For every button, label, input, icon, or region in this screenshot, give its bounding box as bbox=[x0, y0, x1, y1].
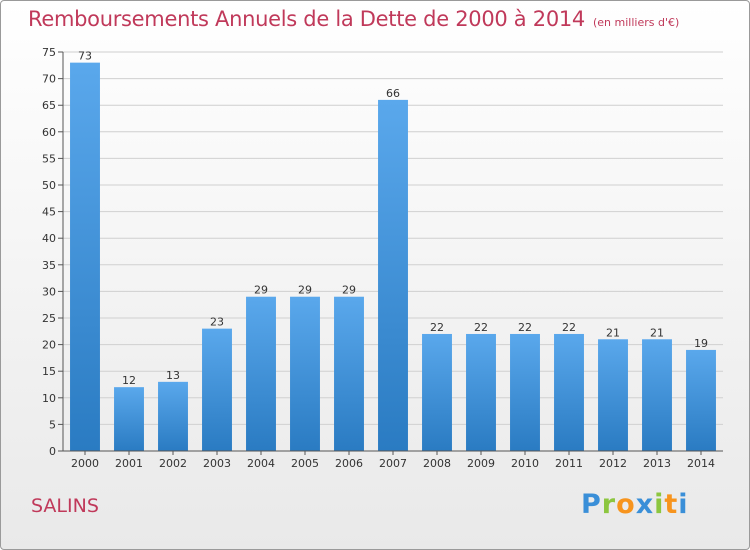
bar bbox=[422, 333, 452, 451]
x-tick-label: 2007 bbox=[379, 457, 407, 470]
bar bbox=[378, 99, 408, 451]
x-tick-label: 2006 bbox=[335, 457, 363, 470]
x-tick-label: 2003 bbox=[203, 457, 231, 470]
title-text: Remboursements Annuels de la Dette de 20… bbox=[28, 7, 585, 31]
y-tick-label: 55 bbox=[42, 152, 56, 165]
x-tick-label: 2011 bbox=[555, 457, 583, 470]
x-tick-label: 2004 bbox=[247, 457, 275, 470]
value-label: 29 bbox=[298, 284, 312, 297]
y-tick-label: 30 bbox=[42, 285, 56, 298]
x-tick-label: 2005 bbox=[291, 457, 319, 470]
value-label: 13 bbox=[166, 369, 180, 382]
bar bbox=[554, 333, 584, 451]
y-tick-label: 60 bbox=[42, 126, 56, 139]
x-tick-label: 2014 bbox=[687, 457, 715, 470]
value-label: 22 bbox=[562, 321, 576, 334]
y-tick-label: 70 bbox=[42, 73, 56, 86]
y-tick-label: 0 bbox=[49, 445, 56, 458]
y-tick-label: 40 bbox=[42, 232, 56, 245]
value-label: 22 bbox=[518, 321, 532, 334]
y-tick-label: 50 bbox=[42, 179, 56, 192]
value-label: 12 bbox=[122, 374, 136, 387]
value-label: 21 bbox=[606, 326, 620, 339]
bar bbox=[642, 339, 672, 451]
proxiti-logo[interactable]: Proxiti bbox=[581, 489, 689, 520]
y-tick-label: 15 bbox=[42, 365, 56, 378]
logo-letter: i bbox=[678, 489, 689, 520]
bar bbox=[158, 381, 188, 451]
x-tick-label: 2012 bbox=[599, 457, 627, 470]
logo-letter: x bbox=[635, 489, 655, 520]
y-tick-label: 20 bbox=[42, 339, 56, 352]
x-tick-label: 2010 bbox=[511, 457, 539, 470]
value-label: 19 bbox=[694, 337, 708, 350]
logo-letter: i bbox=[654, 489, 665, 520]
bar bbox=[466, 333, 496, 451]
bar bbox=[334, 296, 364, 451]
x-tick-label: 2001 bbox=[115, 457, 143, 470]
bars: 73 12 13 23 29 29 29 66 22 22 22 22 21 21 19 bbox=[70, 50, 716, 451]
axes: 0 5 10 15 20 25 30 35 40 45 50 55 60 65 70 75 2000 2001 20… bbox=[42, 46, 723, 470]
town-name: SALINS bbox=[31, 495, 99, 517]
logo-letter: P bbox=[581, 489, 602, 520]
value-label: 66 bbox=[386, 87, 400, 100]
bar bbox=[686, 349, 716, 451]
value-label: 29 bbox=[254, 284, 268, 297]
value-label: 29 bbox=[342, 284, 356, 297]
bar bbox=[510, 333, 540, 451]
unit-label: (en milliers d'€) bbox=[593, 16, 680, 29]
chart-title: Remboursements Annuels de la Dette de 20… bbox=[28, 7, 679, 31]
value-label: 22 bbox=[474, 321, 488, 334]
x-tick-label: 2008 bbox=[423, 457, 451, 470]
bar bbox=[70, 62, 100, 451]
logo-letter: o bbox=[616, 489, 636, 520]
x-tick-label: 2009 bbox=[467, 457, 495, 470]
y-tick-label: 25 bbox=[42, 312, 56, 325]
y-tick-label: 65 bbox=[42, 99, 56, 112]
bar bbox=[290, 296, 320, 451]
bar bbox=[202, 328, 232, 451]
bar bbox=[246, 296, 276, 451]
logo-letter: t bbox=[664, 489, 679, 520]
y-tick-label: 10 bbox=[42, 392, 56, 405]
x-tick-label: 2013 bbox=[643, 457, 671, 470]
value-label: 22 bbox=[430, 321, 444, 334]
bar bbox=[114, 387, 144, 451]
value-label: 73 bbox=[78, 50, 92, 63]
x-tick-label: 2000 bbox=[71, 457, 99, 470]
bar bbox=[598, 339, 628, 451]
y-tick-label: 5 bbox=[49, 418, 56, 431]
y-tick-label: 35 bbox=[42, 259, 56, 272]
value-label: 23 bbox=[210, 316, 224, 329]
value-label: 21 bbox=[650, 326, 664, 339]
x-tick-label: 2002 bbox=[159, 457, 187, 470]
logo-letter: r bbox=[601, 489, 617, 520]
y-tick-label: 45 bbox=[42, 206, 56, 219]
y-tick-label: 75 bbox=[42, 46, 56, 59]
